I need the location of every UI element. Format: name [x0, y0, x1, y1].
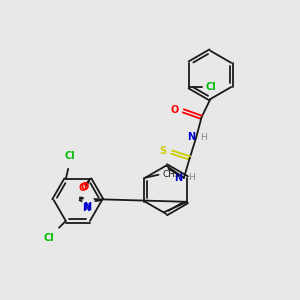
Text: O: O	[170, 105, 178, 115]
Text: O: O	[80, 182, 88, 192]
Text: O: O	[79, 183, 87, 193]
Text: N: N	[187, 132, 195, 142]
Text: N: N	[83, 202, 91, 212]
Text: Cl: Cl	[43, 233, 54, 243]
Text: S: S	[160, 146, 167, 157]
Text: H: H	[188, 173, 195, 182]
Text: H: H	[200, 133, 207, 142]
Text: CH₃: CH₃	[162, 170, 179, 179]
Text: Cl: Cl	[65, 152, 76, 161]
Text: N: N	[82, 203, 90, 213]
Text: Cl: Cl	[206, 82, 216, 92]
Text: N: N	[175, 173, 183, 183]
